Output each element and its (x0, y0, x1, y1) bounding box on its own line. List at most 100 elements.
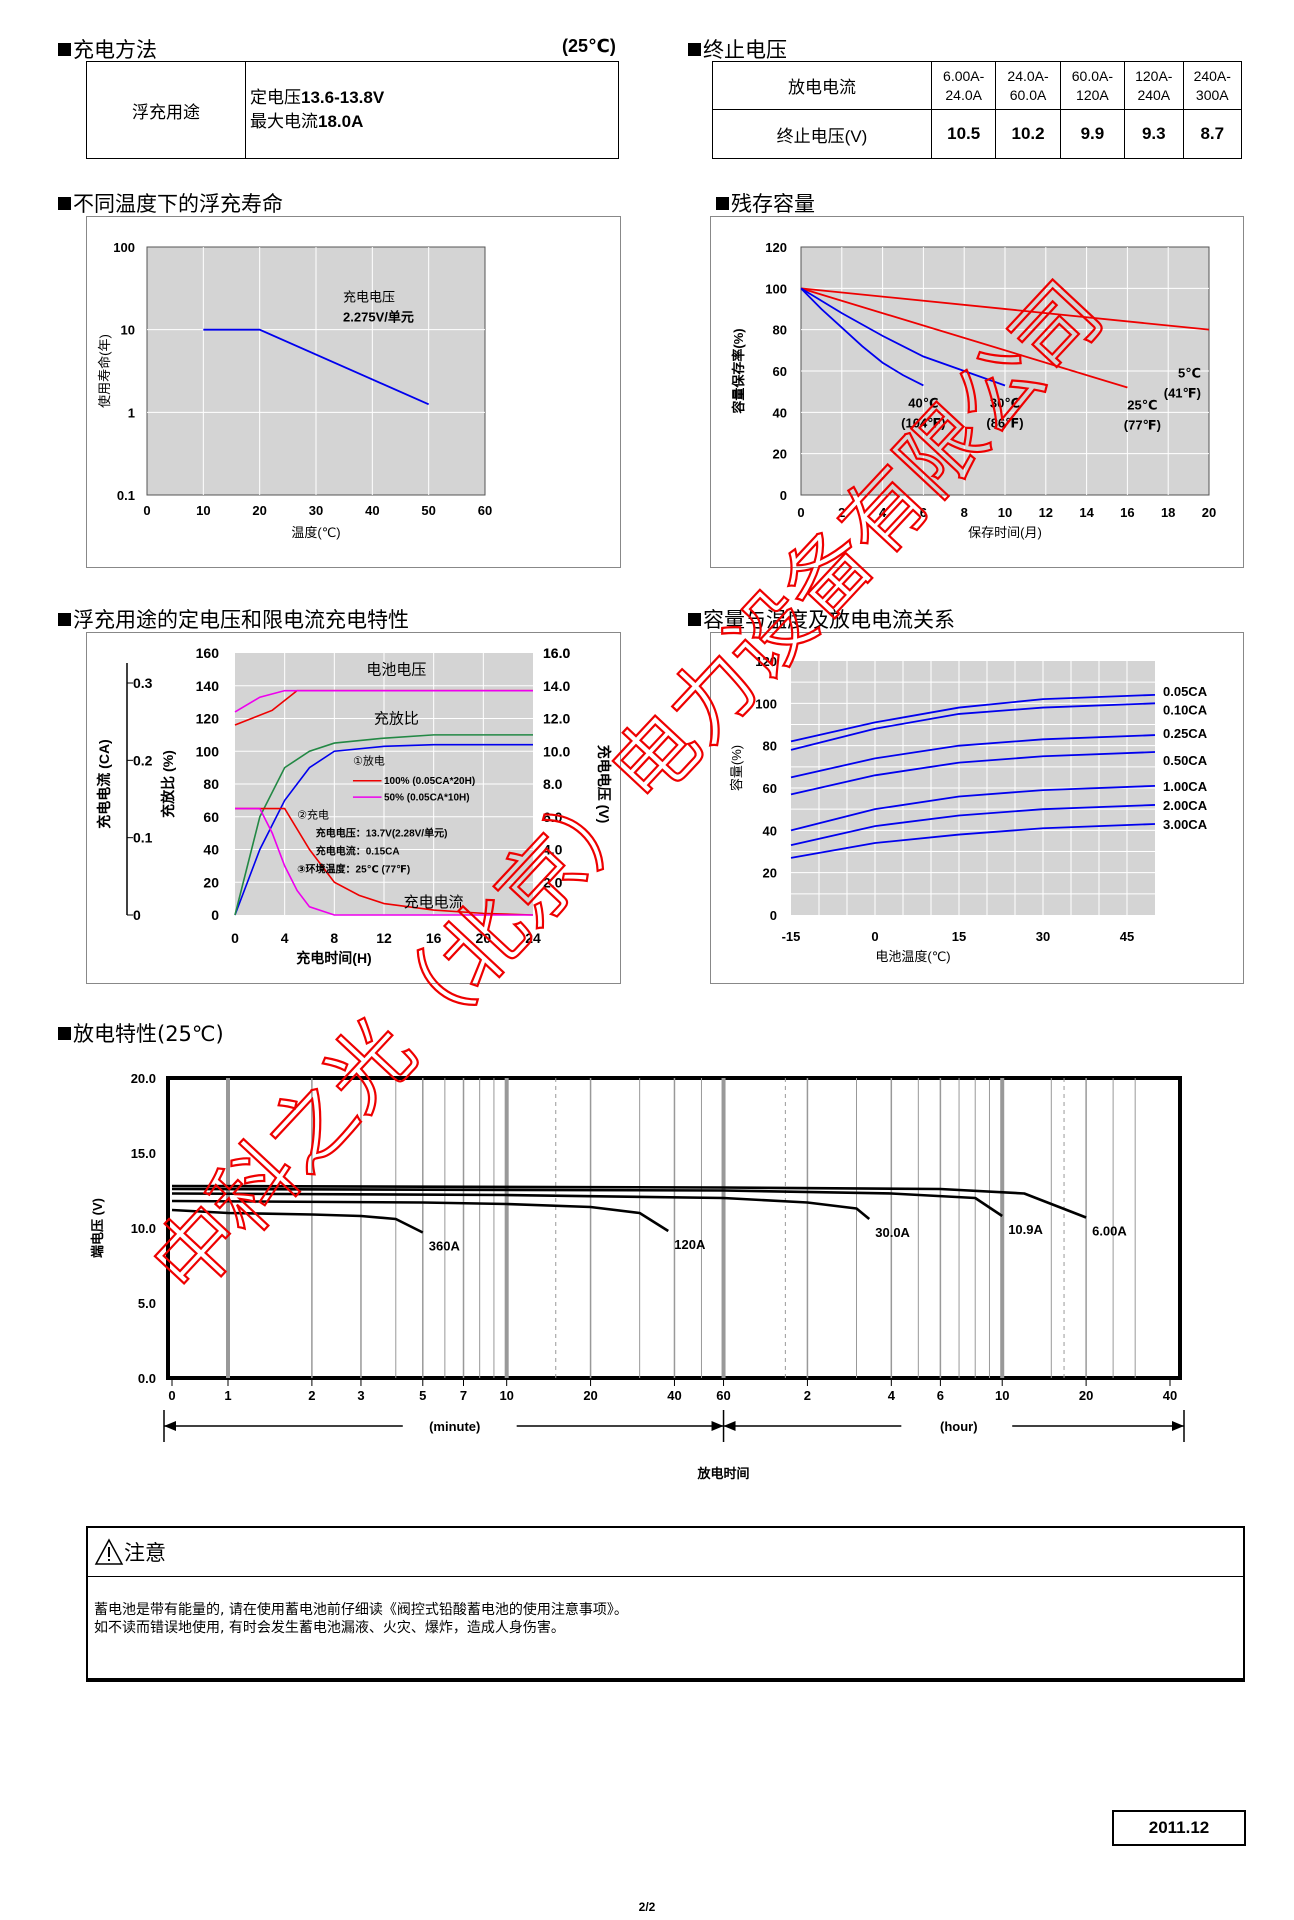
unit-hour: (hour) (940, 1419, 978, 1434)
discharge-chart: 0.0 5.0 10.0 15.0 20.0 端电压 (V) 0 1 2 3 5 7 10 20 40 60 2… (90, 1071, 1185, 1480)
cap-temp-chart: -15 0 15 30 45 0 20 40 60 80 100 120 电池温度(℃) 容量(%) 0.0… (729, 654, 1208, 964)
series-label: 0.50CA (1163, 753, 1208, 768)
x-tick-label: 20 (1079, 1388, 1093, 1403)
series-line (234, 689, 533, 713)
y-outer-label: 充电电流 (CA) (96, 739, 112, 828)
x-tick-label: 10 (998, 505, 1012, 520)
x-tick-label: 16 (426, 930, 442, 946)
charge-temp: (25℃) (562, 36, 616, 56)
x-tick-label: 4 (879, 505, 887, 520)
range-from: 24.0A- (1007, 67, 1049, 84)
x-tick-label: 20 (1202, 505, 1216, 520)
x-tick-label: 12 (1039, 505, 1053, 520)
series-line (800, 287, 924, 387)
charge-method-title-text: 充电方法 (73, 38, 157, 62)
series-label: 10.9A (1008, 1222, 1043, 1237)
legend-text: 100% (0.05CA*20H) (384, 776, 475, 787)
y-right-tick-label: 12.0 (543, 711, 570, 727)
series-line (171, 1208, 424, 1234)
x-axis-label: 放电时间 (697, 1466, 750, 1480)
axis-arrowhead (723, 1421, 736, 1431)
x-tick-label: 2 (804, 1388, 811, 1403)
residual-title: 残存容量 (716, 188, 815, 218)
charge-char-title: 浮充用途的定电压和限电流充电特性 (58, 604, 409, 634)
x-tick-label: 4 (281, 930, 289, 946)
x-tick-label: 20 (476, 930, 492, 946)
x-tick-label: 40 (1163, 1388, 1177, 1403)
y-tick-label: 40 (773, 405, 787, 420)
x-tick-label: 6 (937, 1388, 944, 1403)
ca-tick-label: 0.2 (133, 752, 153, 768)
series-label: 3.00CA (1163, 817, 1208, 832)
discharge-title: 放电特性(25℃) (58, 1018, 224, 1048)
series-line (234, 734, 533, 916)
y-right-tick-label: 16.0 (543, 645, 570, 661)
series-label: 6.00A (1092, 1224, 1127, 1239)
x-tick-label: 30 (1036, 929, 1050, 944)
x-tick-label: 4 (888, 1388, 896, 1403)
x-tick-label: 30 (309, 503, 323, 518)
float-life-chart-frame: 0 10 20 30 40 50 60 0.1 1 10 100 温度(℃) 使用寿命(年) 充电电压 2.… (86, 216, 621, 568)
y-tick-label: 20 (203, 874, 219, 890)
charge-char-title-text: 浮充用途的定电压和限电流充电特性 (73, 608, 409, 632)
x-tick-label: 8 (961, 505, 968, 520)
y-tick-label: 10 (121, 323, 135, 338)
y-tick-label: 120 (755, 654, 777, 669)
notice-title: 注意 (124, 1541, 166, 1565)
range-cell: 24.0A- 60.0A (995, 61, 1061, 110)
series-label: 0.10CA (1163, 702, 1208, 717)
x-tick-label: 18 (1161, 505, 1175, 520)
y-tick-label: 80 (763, 739, 777, 754)
y-tick-label: 0 (211, 907, 219, 923)
series-label: (77℉) (1124, 418, 1161, 433)
series-line (203, 328, 430, 406)
y-tick-label: 60 (773, 364, 787, 379)
annotation: 2.275V/单元 (343, 310, 414, 325)
range-from: 60.0A- (1071, 67, 1114, 84)
range-to: 240A (1137, 86, 1171, 103)
ca-tick-label: 0 (133, 907, 141, 923)
x-tick-label: 12 (376, 930, 392, 946)
x-tick-label: 0 (168, 1388, 175, 1403)
series-line (171, 1199, 669, 1233)
series-line (790, 693, 1156, 743)
warning-icon (94, 1538, 124, 1565)
float-life-title: 不同温度下的浮充寿命 (58, 188, 283, 218)
y-tick-label: 60 (763, 781, 777, 796)
notice-body: 蓄电池是带有能量的, 请在使用蓄电池前仔细读《阀控式铅酸蓄电池的使用注意事项》。… (88, 1577, 1243, 1637)
y-tick-label: 120 (765, 240, 787, 255)
end-voltage-value: 9.9 (1059, 109, 1126, 159)
y-tick-label: 20 (763, 866, 777, 881)
y-tick-label: 20 (773, 447, 787, 462)
current-value: 18.0A (318, 112, 364, 131)
range-from: 120A- (1135, 67, 1173, 84)
end-voltage-value: 8.7 (1182, 109, 1243, 159)
y-right-tick-label: 10.0 (543, 743, 570, 759)
series-line (235, 807, 533, 916)
series-label: 40℃ (908, 395, 938, 410)
y-tick-label: 100 (765, 281, 787, 296)
x-tick-label: 8 (330, 930, 338, 946)
y-tick-label: 5.0 (138, 1296, 156, 1311)
axis-arrowhead (711, 1421, 724, 1431)
range-cell: 240A- 300A (1182, 61, 1243, 110)
x-tick-label: 10 (196, 503, 210, 518)
y-tick-label: 10.0 (131, 1221, 156, 1236)
x-axis-label: 充电时间(H) (296, 950, 371, 966)
y-tick-label: 0 (770, 908, 777, 923)
ratio-label: 充放比 (374, 710, 419, 727)
voltage-label: 电池电压 (366, 661, 426, 678)
range-to: 120A (1076, 86, 1109, 103)
series-line (171, 1187, 1003, 1218)
charge-char-chart: 0 4 8 12 16 20 24 0 20 40 60 80 100 120 140 160 2.0 4.0 6.… (96, 645, 612, 966)
x-tick-label: 0 (797, 505, 804, 520)
x-axis-label: 温度(℃) (291, 525, 340, 540)
x-tick-label: 7 (460, 1388, 467, 1403)
float-life-chart: 0 10 20 30 40 50 60 0.1 1 10 100 温度(℃) 使用寿命(年) 充电电压 2.… (97, 240, 492, 540)
x-tick-label: 10 (499, 1388, 513, 1403)
y-tick-label: 100 (755, 696, 777, 711)
series-line (790, 702, 1156, 751)
y-tick-label: 120 (196, 711, 220, 727)
y-tick-label: 80 (203, 776, 219, 792)
y-tick-label: 100 (196, 743, 220, 759)
